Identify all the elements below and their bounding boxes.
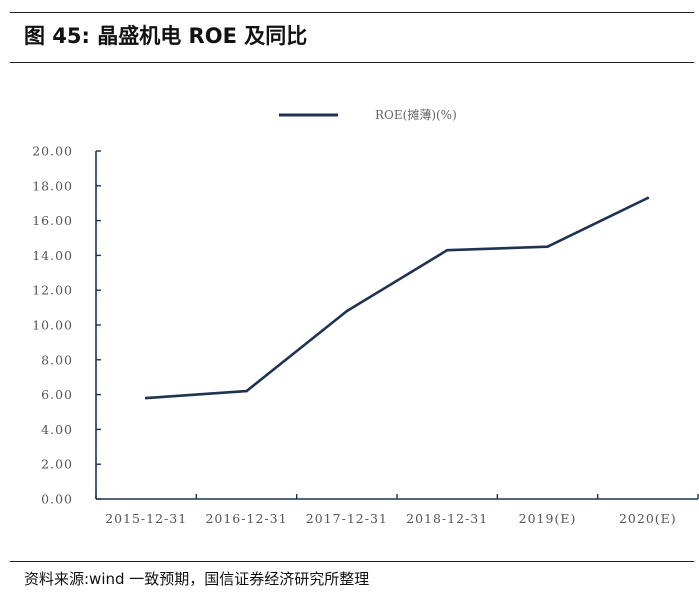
figure-title: 图 45: 晶盛机电 ROE 及同比 — [24, 24, 308, 48]
roe-data-point — [345, 309, 349, 313]
y-tick-label: 18.00 — [32, 178, 73, 193]
roe-line-chart: ROE(摊薄)(%) 0.00 2.00 4.00 6.00 8.00 10.00 12.0… — [32, 107, 699, 526]
roe-data-point — [144, 396, 148, 400]
y-tick-label: 14.00 — [32, 248, 73, 263]
chart-legend: ROE(摊薄)(%) — [279, 107, 457, 122]
chart-series — [144, 196, 650, 400]
y-axis-ticks: 0.00 2.00 4.00 6.00 8.00 10.00 12.00 14.00 16.00… — [32, 144, 101, 507]
y-tick-label: 0.00 — [41, 492, 73, 507]
y-tick-label: 4.00 — [41, 422, 73, 437]
x-axis-ticks: 2015-12-31 2016-12-31 2017-12-31 2018-12-31… — [95, 494, 699, 526]
title-rule — [10, 62, 694, 63]
y-tick-label: 2.00 — [41, 457, 73, 472]
chart-axes — [95, 151, 698, 500]
x-tick-label: 2019(E) — [519, 511, 577, 526]
roe-data-point — [546, 245, 549, 248]
y-tick-label: 20.00 — [32, 144, 73, 159]
x-tick-label: 2015-12-31 — [105, 511, 187, 526]
roe-series-line — [146, 196, 649, 400]
y-tick-label: 12.00 — [32, 283, 73, 298]
top-rule — [10, 12, 694, 13]
y-tick-label: 10.00 — [32, 318, 73, 333]
x-tick-label: 2016-12-31 — [205, 511, 287, 526]
x-tick-label: 2017-12-31 — [306, 511, 388, 526]
bottom-rule — [10, 561, 694, 562]
y-tick-label: 6.00 — [41, 387, 73, 402]
roe-data-point — [646, 196, 650, 200]
x-tick-label: 2018-12-31 — [406, 511, 488, 526]
roe-data-point — [445, 248, 449, 252]
roe-data-point — [245, 389, 248, 393]
y-tick-label: 16.00 — [32, 213, 73, 228]
source-note: 资料来源:wind 一致预期，国信证券经济研究所整理 — [24, 570, 370, 588]
x-tick-label: 2020(E) — [619, 511, 677, 526]
y-tick-label: 8.00 — [41, 352, 73, 367]
legend-label: ROE(摊薄)(%) — [375, 107, 457, 122]
